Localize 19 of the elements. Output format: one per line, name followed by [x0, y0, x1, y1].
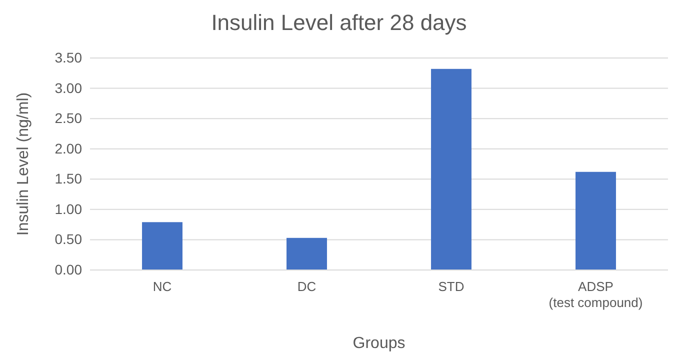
y-tick-label: 0.00	[54, 261, 82, 278]
y-axis-title: Insulin Level (ng/ml)	[15, 92, 32, 236]
y-tick-label: 3.00	[54, 80, 82, 96]
x-tick-label: ADSP (test compound)	[548, 279, 643, 310]
x-tick-label: DC	[297, 279, 316, 294]
y-tick-label: 2.00	[54, 140, 82, 156]
chart-title: Insulin Level after 28 days	[211, 10, 467, 35]
bar	[286, 238, 327, 270]
x-tick-label: STD	[438, 279, 464, 294]
y-tick-label: 3.50	[54, 49, 82, 66]
y-tick-label: 0.50	[54, 231, 82, 248]
x-tick-label: NC	[152, 279, 172, 294]
y-tick-label: 1.50	[54, 170, 82, 187]
y-tick-label: 1.00	[54, 200, 82, 217]
bar	[576, 172, 616, 270]
y-tick-label: 2.50	[54, 110, 82, 126]
bar	[431, 68, 472, 270]
x-axis-title: Groups	[352, 335, 406, 352]
bar	[142, 222, 182, 270]
